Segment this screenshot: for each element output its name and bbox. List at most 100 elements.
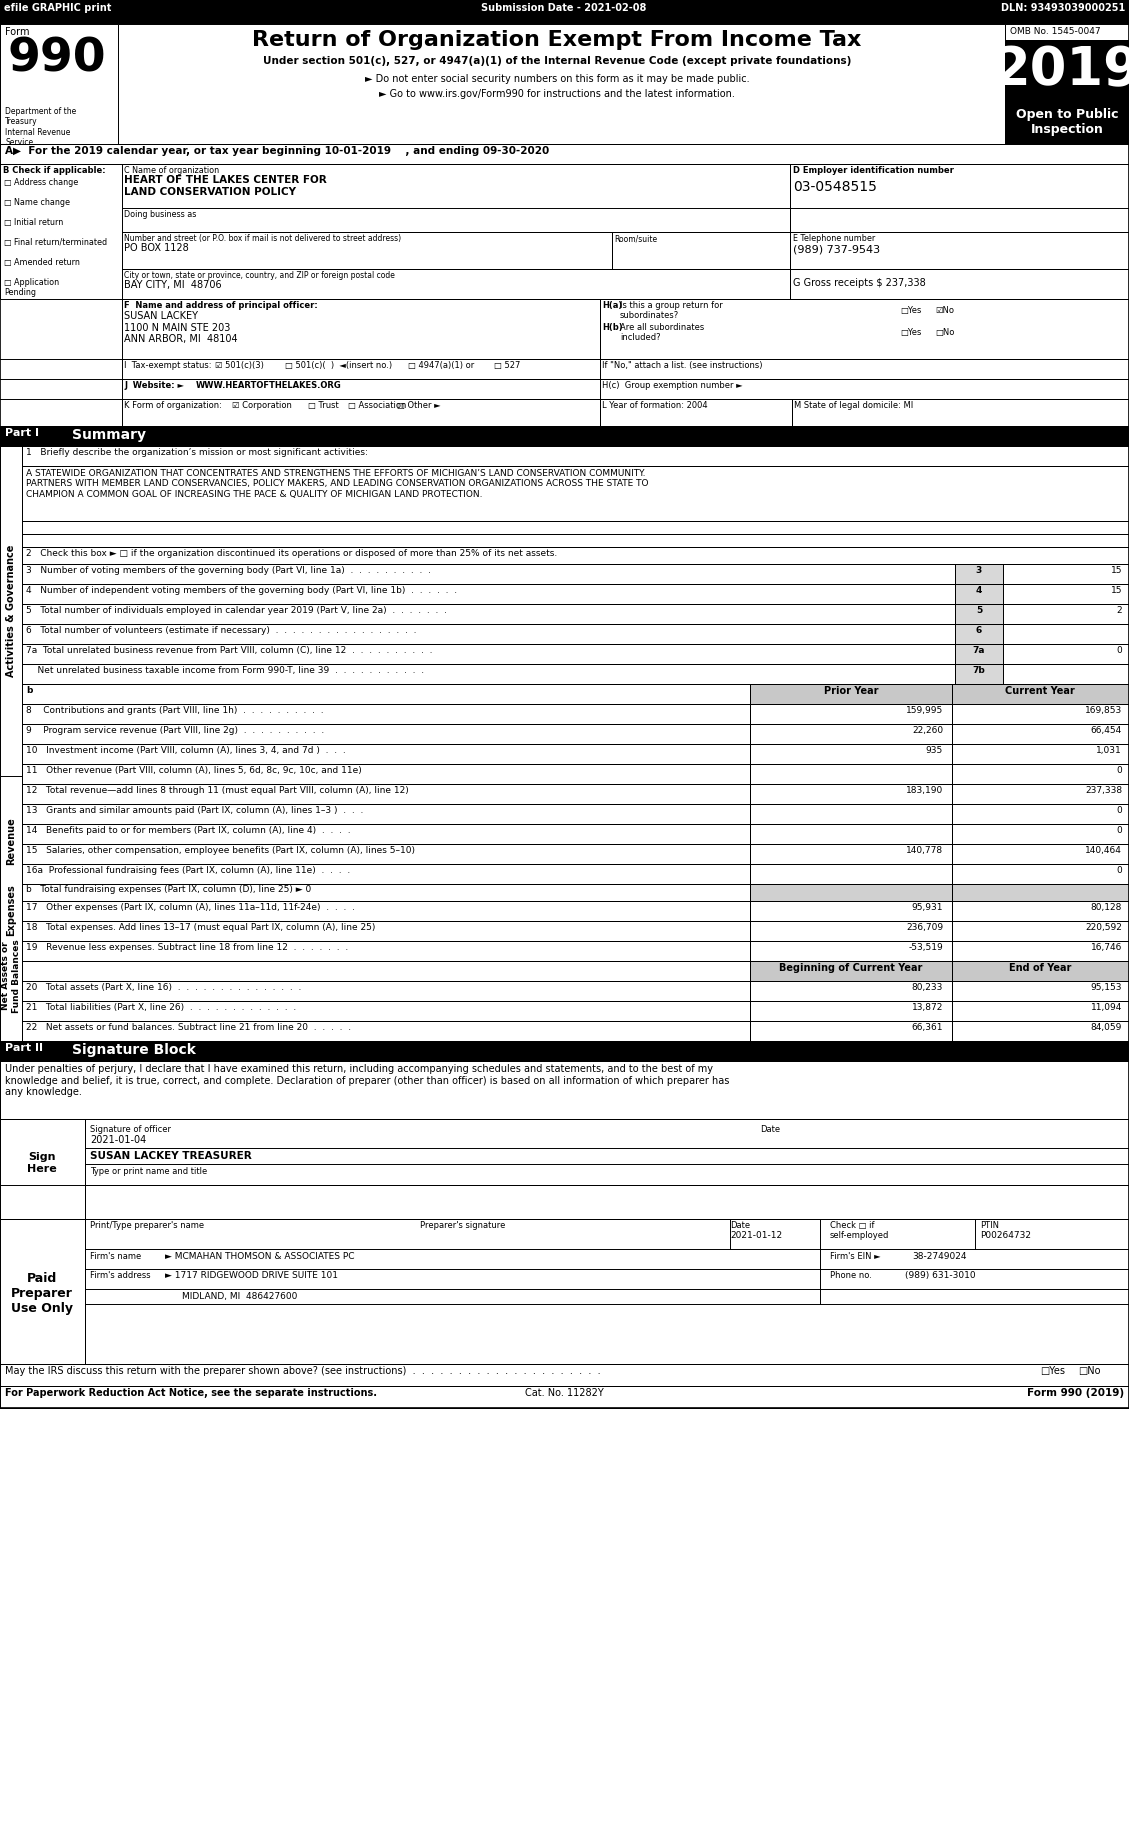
Bar xyxy=(790,269,1129,300)
Text: End of Year: End of Year xyxy=(1009,963,1071,974)
Bar xyxy=(790,164,1129,300)
Bar xyxy=(952,1001,1129,1021)
Text: OMB No. 1545-0047: OMB No. 1545-0047 xyxy=(1010,27,1101,37)
Text: 6: 6 xyxy=(975,627,982,636)
Text: 935: 935 xyxy=(926,745,943,755)
Text: Form 990 (2019): Form 990 (2019) xyxy=(1027,1389,1124,1398)
Bar xyxy=(85,1118,1129,1219)
Text: b   Total fundraising expenses (Part IX, column (D), line 25) ► 0: b Total fundraising expenses (Part IX, c… xyxy=(26,884,312,893)
Bar xyxy=(0,776,21,906)
Text: Is this a group return for: Is this a group return for xyxy=(620,301,723,311)
Text: HEART OF THE LAKES CENTER FOR
LAND CONSERVATION POLICY: HEART OF THE LAKES CENTER FOR LAND CONSE… xyxy=(124,175,326,197)
Bar xyxy=(952,901,1129,921)
Text: 14   Benefits paid to or for members (Part IX, column (A), line 4)  .  .  .  .: 14 Benefits paid to or for members (Part… xyxy=(26,826,351,835)
Text: May the IRS discuss this return with the preparer shown above? (see instructions: May the IRS discuss this return with the… xyxy=(5,1367,601,1376)
Text: 2021-01-12: 2021-01-12 xyxy=(730,1231,782,1241)
Text: Paid
Preparer
Use Only: Paid Preparer Use Only xyxy=(11,1272,73,1315)
Text: ☑ Corporation: ☑ Corporation xyxy=(231,400,292,409)
Bar xyxy=(21,901,750,921)
Text: 95,931: 95,931 xyxy=(911,903,943,912)
Bar xyxy=(21,521,1129,533)
Bar xyxy=(21,921,750,941)
Text: 2: 2 xyxy=(1117,607,1122,616)
Text: 15: 15 xyxy=(1111,566,1122,576)
Bar xyxy=(85,1219,1129,1365)
Bar xyxy=(750,1001,952,1021)
Text: A▶  For the 2019 calendar year, or tax year beginning 10-01-2019    , and ending: A▶ For the 2019 calendar year, or tax ye… xyxy=(5,146,549,155)
Bar xyxy=(21,744,750,764)
Text: -53,519: -53,519 xyxy=(908,943,943,952)
Bar xyxy=(599,300,1129,358)
Text: 183,190: 183,190 xyxy=(905,786,943,795)
Text: (989) 737-9543: (989) 737-9543 xyxy=(793,245,881,254)
Text: 0: 0 xyxy=(1117,647,1122,656)
Text: Prior Year: Prior Year xyxy=(824,685,878,696)
Text: B Check if applicable:: B Check if applicable: xyxy=(3,166,106,175)
Bar xyxy=(955,565,1003,585)
Text: Open to Public
Inspection: Open to Public Inspection xyxy=(1016,108,1118,135)
Bar xyxy=(612,232,790,269)
Text: 84,059: 84,059 xyxy=(1091,1023,1122,1032)
Bar xyxy=(750,683,952,703)
Text: ► Go to www.irs.gov/Form990 for instructions and the latest information.: ► Go to www.irs.gov/Form990 for instruct… xyxy=(379,90,735,99)
Text: subordinates?: subordinates? xyxy=(620,311,680,320)
Bar xyxy=(0,1387,1129,1409)
Text: M State of legal domicile: MI: M State of legal domicile: MI xyxy=(794,400,913,409)
Text: □ 527: □ 527 xyxy=(495,362,520,371)
Bar xyxy=(750,981,952,1001)
Text: 15   Salaries, other compensation, employee benefits (Part IX, column (A), lines: 15 Salaries, other compensation, employe… xyxy=(26,846,415,855)
Bar xyxy=(122,378,599,398)
Text: ► 1717 RIDGEWOOD DRIVE SUITE 101: ► 1717 RIDGEWOOD DRIVE SUITE 101 xyxy=(165,1272,338,1281)
Text: Beginning of Current Year: Beginning of Current Year xyxy=(779,963,922,974)
Bar xyxy=(0,1061,1129,1118)
Text: WWW.HEARTOFTHELAKES.ORG: WWW.HEARTOFTHELAKES.ORG xyxy=(196,382,342,389)
Text: SUSAN LACKEY
1100 N MAIN STE 203
ANN ARBOR, MI  48104: SUSAN LACKEY 1100 N MAIN STE 203 ANN ARB… xyxy=(124,311,237,343)
Text: Check □ if: Check □ if xyxy=(830,1220,875,1230)
Text: □No: □No xyxy=(935,329,954,336)
Text: 9    Program service revenue (Part VIII, line 2g)  .  .  .  .  .  .  .  .  .  .: 9 Program service revenue (Part VIII, li… xyxy=(26,725,324,734)
Text: 0: 0 xyxy=(1117,806,1122,815)
Bar xyxy=(750,804,952,824)
Bar xyxy=(21,1001,750,1021)
Text: Under section 501(c), 527, or 4947(a)(1) of the Internal Revenue Code (except pr: Under section 501(c), 527, or 4947(a)(1)… xyxy=(263,57,851,66)
Bar xyxy=(750,824,952,844)
Text: Doing business as: Doing business as xyxy=(124,210,196,219)
Text: □ Application
Pending: □ Application Pending xyxy=(5,278,59,298)
Text: 7a: 7a xyxy=(973,647,986,656)
Text: Type or print name and title: Type or print name and title xyxy=(90,1167,208,1177)
Bar xyxy=(119,24,1005,144)
Text: 13,872: 13,872 xyxy=(911,1003,943,1012)
Bar xyxy=(952,961,1129,981)
Text: L Year of formation: 2004: L Year of formation: 2004 xyxy=(602,400,708,409)
Bar xyxy=(122,358,599,378)
Bar xyxy=(122,398,599,426)
Bar xyxy=(952,844,1129,864)
Text: ☑ 501(c)(3): ☑ 501(c)(3) xyxy=(215,362,264,371)
Bar xyxy=(21,864,750,884)
Text: 19   Revenue less expenses. Subtract line 18 from line 12  .  .  .  .  .  .  .: 19 Revenue less expenses. Subtract line … xyxy=(26,943,348,952)
Bar xyxy=(21,804,750,824)
Text: 16,746: 16,746 xyxy=(1091,943,1122,952)
Bar xyxy=(952,864,1129,884)
Text: 8    Contributions and grants (Part VIII, line 1h)  .  .  .  .  .  .  .  .  .  .: 8 Contributions and grants (Part VIII, l… xyxy=(26,705,324,714)
Bar xyxy=(21,764,750,784)
Text: 1,031: 1,031 xyxy=(1096,745,1122,755)
Bar xyxy=(955,643,1003,663)
Bar xyxy=(952,744,1129,764)
Text: Number and street (or P.O. box if mail is not delivered to street address): Number and street (or P.O. box if mail i… xyxy=(124,234,401,243)
Bar xyxy=(952,723,1129,744)
Text: 159,995: 159,995 xyxy=(905,705,943,714)
Text: 3: 3 xyxy=(975,566,982,576)
Bar xyxy=(750,921,952,941)
Bar xyxy=(952,981,1129,1001)
Bar xyxy=(0,426,1129,446)
Text: Summary: Summary xyxy=(72,428,146,442)
Bar xyxy=(21,446,1129,466)
Bar xyxy=(21,683,750,703)
Bar xyxy=(955,625,1003,643)
Bar xyxy=(955,663,1003,683)
Text: Return of Organization Exempt From Income Tax: Return of Organization Exempt From Incom… xyxy=(252,29,861,49)
Bar xyxy=(21,585,955,605)
Text: 10   Investment income (Part VIII, column (A), lines 3, 4, and 7d )  .  .  .: 10 Investment income (Part VIII, column … xyxy=(26,745,345,755)
Bar xyxy=(952,941,1129,961)
